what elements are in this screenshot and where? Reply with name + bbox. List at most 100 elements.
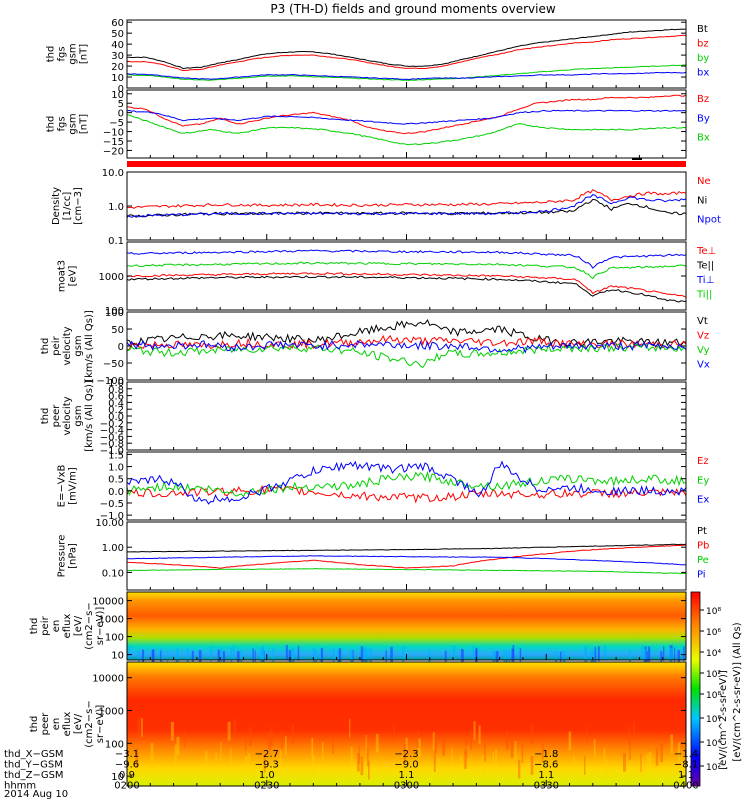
spectrogram-streak — [205, 750, 208, 770]
spectrogram-streak — [492, 651, 495, 667]
time-axis-row-label: thd_Y−GSM — [4, 760, 63, 771]
legend-entry: Npot — [697, 215, 721, 226]
spectrogram-streak — [660, 651, 663, 667]
y-tick-label: 50 — [111, 325, 124, 336]
spectrogram-streak — [160, 650, 162, 666]
spectrogram-streak — [677, 742, 681, 762]
series-line-p8-3 — [126, 555, 687, 566]
spectrogram-streak — [644, 651, 648, 667]
legend-entry: By — [697, 113, 710, 124]
spectrogram-streak — [244, 751, 248, 770]
spectrogram-streak — [584, 756, 586, 775]
y-axis-label: (cm2−s− — [84, 602, 95, 649]
y-axis-label: [1/cc] — [62, 192, 73, 221]
y-axis-label: [eV/ — [73, 615, 84, 636]
spectrogram-streak — [475, 647, 478, 663]
quality-flag-mark — [632, 158, 642, 160]
spectrogram-streak — [568, 731, 572, 751]
spectrogram-streak — [279, 749, 282, 769]
y-tick-label: 0.6 — [108, 392, 124, 403]
panel-p8: Pt Pb Pe Pi 10.00 1.00 0.10 Pressure [nPa] — [57, 518, 709, 591]
quality-flag-bar — [127, 161, 686, 167]
spectrogram-streak — [360, 756, 364, 776]
spectrogram-streak — [320, 647, 324, 663]
spectrogram — [127, 662, 686, 786]
y-tick-label: 100 — [105, 739, 124, 750]
spectrogram-streak — [505, 651, 508, 667]
spectrogram-streak — [360, 646, 364, 662]
series-line-p1-1 — [126, 34, 687, 72]
spectrogram-streak — [597, 646, 600, 662]
y-tick-label: 0.5 — [108, 475, 124, 486]
y-tick-label: 10000 — [92, 674, 124, 685]
y-tick-label: −0.5 — [100, 499, 124, 510]
spectrogram-streak — [451, 747, 453, 767]
y-tick-label: 1.5 — [108, 450, 124, 461]
spectrogram-streak — [338, 648, 342, 664]
legend-entry: Ey — [697, 475, 709, 486]
series-line-p3-0 — [126, 188, 687, 209]
spectrogram-streak — [369, 648, 372, 664]
spectrogram-streak — [642, 758, 645, 777]
y-tick-label: −100 — [97, 376, 124, 387]
spectrogram-streak — [507, 731, 509, 750]
legend-entry: Te⊥ — [696, 246, 716, 257]
panel-frame — [126, 451, 687, 521]
y-axis-label: [eV] — [68, 266, 79, 287]
spectrogram-streak — [191, 650, 194, 666]
y-tick-label: 0.0 — [108, 487, 124, 498]
spectrogram-streak — [137, 718, 141, 738]
y-tick-label: 100 — [105, 306, 124, 317]
series-line-p7-2 — [126, 460, 687, 505]
y-axis-label: thd — [29, 618, 40, 635]
spectrogram-streak — [174, 744, 177, 764]
series-line-p8-0 — [127, 543, 687, 553]
y-tick-label: 100 — [105, 308, 124, 319]
y-tick-label: −0.6 — [100, 432, 124, 443]
spectrogram-streak — [593, 739, 596, 758]
spectrogram-streak — [368, 760, 370, 780]
y-tick-label: 100 — [105, 633, 124, 644]
time-axis-value: 1.1 — [538, 770, 554, 781]
time-axis-value: −2.3 — [394, 749, 418, 760]
y-axis-label: velocity — [62, 396, 73, 435]
spectrogram-streak — [322, 742, 324, 761]
y-axis-label: gsm — [73, 335, 84, 356]
time-axis-value: 0230 — [254, 781, 279, 792]
spectrogram-streak — [281, 730, 283, 749]
colorbar-tick-label: 10⁸ — [706, 607, 721, 617]
series-line-p8-1 — [126, 544, 687, 569]
spectrogram-streak — [210, 646, 212, 662]
y-axis-label: moat3 — [57, 260, 68, 292]
y-axis-label: [nT] — [79, 44, 90, 64]
series-line-p8-2 — [126, 567, 687, 575]
spectrogram-streak — [683, 646, 685, 662]
y-axis-label: thd — [40, 408, 51, 425]
legend-entry: Bx — [697, 133, 710, 144]
legend-entry: Bz — [697, 94, 709, 105]
spectrogram-streak — [312, 647, 315, 663]
legend-entry: Te|| — [696, 261, 714, 272]
spectrogram-streak — [669, 647, 673, 663]
y-tick-label: 0.0 — [108, 412, 124, 423]
spectrogram-streak — [562, 650, 566, 666]
spectrogram-streak — [432, 732, 435, 751]
spectrogram-streak — [314, 650, 318, 666]
spectrogram-streak — [263, 753, 266, 773]
spectrogram-streak — [629, 649, 632, 665]
spectrogram-streak — [554, 651, 558, 667]
y-axis-label: gsm — [68, 43, 79, 64]
spectrogram-streak — [530, 756, 534, 775]
spectrogram-streak — [176, 736, 180, 756]
spectrogram-streak — [465, 745, 468, 765]
spectrogram-streak — [641, 645, 644, 661]
series-line-p2-1 — [126, 109, 687, 125]
spectrogram-streak — [152, 649, 155, 665]
y-tick-label: −0.8 — [100, 439, 124, 450]
y-axis-label: Pressure — [57, 535, 68, 578]
spectrogram-streak — [492, 752, 494, 771]
y-axis-label: peer — [51, 404, 62, 428]
legend-entry: bz — [697, 39, 709, 50]
